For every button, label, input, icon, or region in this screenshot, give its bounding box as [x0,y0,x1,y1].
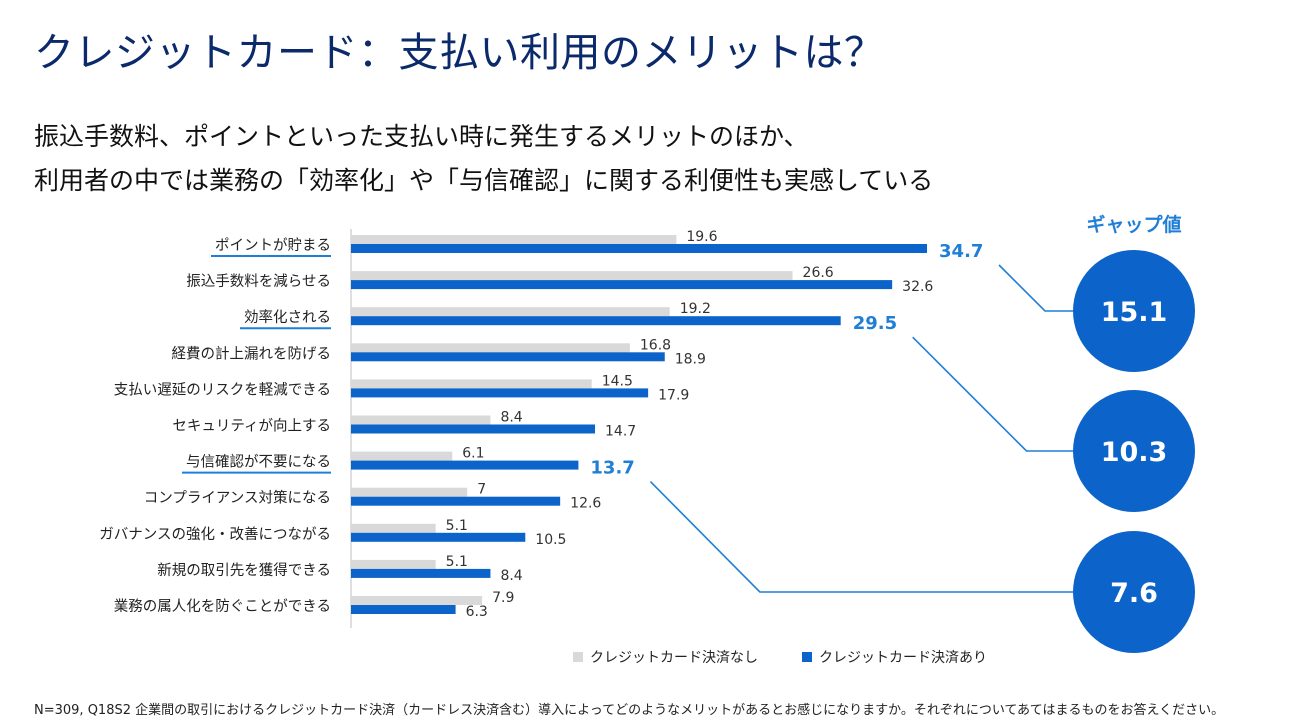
value-label-with-5: 14.7 [605,424,636,440]
value-label-without-6: 6.1 [462,446,484,462]
gap-connector-1 [912,336,1073,452]
bar-with-3 [351,352,665,362]
subtitle-line-1: 振込手数料、ポイントといった支払い時に発生するメリットのほか、 [34,122,809,151]
bar-with-5 [351,424,596,434]
legend-item-with: クレジットカード決済あり [802,647,987,667]
bar-without-4 [351,379,592,389]
value-label-with-0: 34.7 [939,241,983,262]
bar-with-2 [351,316,841,326]
bar-without-1 [351,271,793,281]
subtitle-line-2: 利用者の中では業務の「効率化」や「与信確認」に関する利便性も実感している [34,166,934,195]
value-label-without-7: 7 [477,482,486,498]
legend-swatch-with [802,652,812,662]
bar-with-0 [351,244,928,253]
legend-label-with: クレジットカード決済あり [819,650,987,666]
bar-with-7 [351,496,561,506]
gap-heading: ギャップ値 [1086,213,1181,236]
category-label-5: セキュリティが向上する [172,418,331,435]
gap-circle-1 [1073,390,1195,512]
gap-circle-0 [1073,250,1195,372]
bar-without-3 [351,343,630,353]
footnote: N=309, Q18S2 企業間の取引におけるクレジットカード決済（カードレス決… [34,703,1225,718]
page-title: クレジットカード：支払い利用のメリットは？ [34,30,885,76]
bar-without-5 [351,415,491,425]
category-label-2: 効率化される [244,309,331,326]
value-label-with-1: 32.6 [902,279,933,295]
category-label-10: 業務の属人化を防ぐことができる [114,598,331,615]
value-label-with-10: 6.3 [466,604,488,620]
category-label-3: 経費の計上漏れを防げる [172,345,332,362]
value-label-without-0: 19.6 [686,229,717,245]
value-label-with-2: 29.5 [853,313,897,334]
gap-value-2: 7.6 [1110,578,1158,609]
bar-without-7 [351,487,468,497]
value-label-without-3: 16.8 [640,337,671,353]
value-label-with-8: 10.5 [535,532,566,548]
value-label-without-4: 14.5 [602,373,633,389]
category-label-9: 新規の取引先を獲得できる [157,562,331,579]
value-label-with-7: 12.6 [570,496,601,512]
value-label-with-9: 8.4 [500,568,522,584]
gap-value-0: 15.1 [1101,297,1168,328]
value-label-with-4: 17.9 [658,387,689,403]
value-label-without-2: 19.2 [680,301,711,317]
gap-value-1: 10.3 [1101,437,1168,468]
bar-without-8 [351,523,436,533]
bar-without-0 [351,235,677,244]
bar-without-9 [351,559,436,569]
legend-swatch-without [573,652,583,662]
category-label-6: 与信確認が不要になる [186,454,331,471]
legend-label-without: クレジットカード決済なし [590,650,758,666]
bar-with-10 [351,605,456,614]
value-label-without-8: 5.1 [446,518,468,534]
gap-circle-2 [1073,531,1195,653]
bar-without-10 [351,596,483,605]
category-label-8: ガバナンスの強化・改善につながる [99,526,331,543]
legend-item-without: クレジットカード決済なし [573,647,758,667]
gap-connector-0 [998,264,1073,312]
value-label-without-1: 26.6 [803,265,834,281]
bar-with-9 [351,568,491,578]
value-label-without-10: 7.9 [492,590,514,606]
bar-with-6 [351,460,579,470]
bar-without-2 [351,307,670,317]
category-label-0: ポイントが貯まる [215,237,331,254]
gap-connector-2 [649,481,1073,593]
bar-without-6 [351,451,453,461]
category-label-7: コンプライアンス対策になる [144,490,331,507]
value-label-without-9: 5.1 [446,554,468,570]
category-label-4: 支払い遅延のリスクを軽減できる [114,381,331,398]
value-label-without-5: 8.4 [500,410,522,426]
bar-with-8 [351,532,526,542]
bar-with-1 [351,280,893,290]
category-label-1: 振込手数料を減らせる [186,273,331,290]
value-label-with-3: 18.9 [675,351,706,367]
value-label-with-6: 13.7 [590,458,634,479]
bar-with-4 [351,388,649,398]
